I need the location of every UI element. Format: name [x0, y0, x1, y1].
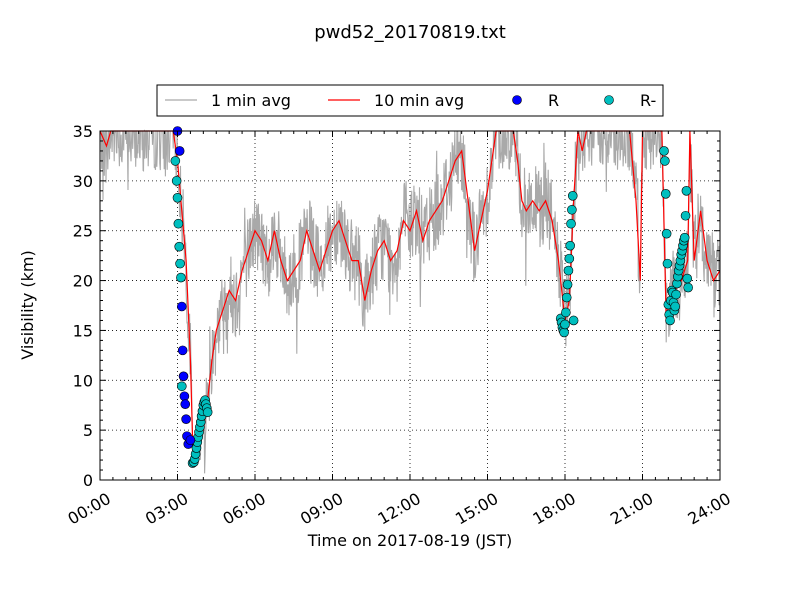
axis-ticks [99, 130, 721, 481]
marker-R-minus [173, 218, 184, 229]
marker-R-minus [561, 307, 571, 318]
marker-R-minus [661, 228, 672, 239]
x-tick-label: 18:00 [530, 489, 579, 529]
y-axis-label: Visibility (km) [18, 250, 37, 359]
legend-marker-R-minus [604, 95, 614, 105]
marker-R-minus [560, 319, 570, 330]
x-tick-label: 21:00 [607, 489, 656, 529]
marker-R-minus [679, 232, 690, 243]
marker-R-minus [177, 381, 187, 392]
marker-R-minus [662, 258, 673, 269]
marker-R-minus [202, 407, 213, 417]
marker-R [174, 146, 185, 156]
series-1min-avg [100, 129, 721, 474]
marker-R-minus [682, 273, 693, 284]
x-tick-label: 15:00 [452, 489, 501, 529]
marker-R-minus [175, 258, 185, 269]
y-tick-label: 5 [83, 421, 93, 440]
marker-R-minus [171, 176, 182, 186]
series-line-1min-avg [100, 129, 721, 474]
marker-R-minus [567, 191, 578, 201]
legend-label-R-minus: R- [640, 91, 656, 110]
marker-R-minus [567, 204, 577, 215]
x-tick-label: 24:00 [685, 489, 734, 529]
marker-R-minus [680, 210, 691, 221]
x-tick-label: 06:00 [220, 489, 269, 529]
marker-R-minus [660, 189, 671, 199]
marker-R-minus [681, 186, 692, 196]
y-tick-label: 30 [73, 172, 93, 191]
rain-markers [170, 126, 693, 468]
chart-title: pwd52_20170819.txt [314, 22, 506, 43]
marker-R-minus [566, 218, 576, 229]
x-tick-label: 03:00 [142, 489, 191, 529]
marker-R [178, 371, 189, 382]
marker-R [185, 435, 196, 445]
x-tick-labels: 00:00 03:00 06:00 09:00 12:00 15:00 18:00 21:00… [65, 489, 734, 529]
marker-R [177, 345, 188, 356]
y-tick-label: 10 [73, 371, 93, 390]
marker-R-minus [562, 279, 573, 290]
y-tick-labels: 0 5 10 15 20 25 30 35 [73, 122, 93, 490]
legend-label-1min: 1 min avg [211, 91, 291, 110]
marker-R [179, 391, 190, 402]
legend-label-10min: 10 min avg [374, 91, 464, 110]
marker-R-minus [660, 156, 670, 166]
marker-R-minus [559, 327, 569, 338]
marker-R-minus [174, 241, 185, 252]
marker-R [181, 414, 191, 424]
x-tick-label: 00:00 [65, 489, 114, 529]
marker-R-minus [565, 240, 575, 251]
x-tick-label: 12:00 [375, 489, 424, 529]
grid [99, 130, 721, 481]
marker-R-minus [670, 301, 681, 312]
x-axis-label: Time on 2017-08-19 (JST) [307, 531, 512, 550]
legend-box [156, 84, 664, 117]
marker-R-minus [568, 315, 579, 326]
y-tick-label: 35 [73, 122, 93, 141]
marker-R-minus [176, 272, 186, 283]
marker-R [177, 301, 187, 312]
marker-R-minus [671, 289, 681, 300]
x-tick-label: 09:00 [297, 489, 346, 529]
marker-R [180, 399, 191, 410]
marker-R-minus [563, 265, 574, 276]
marker-R-minus [170, 156, 181, 166]
marker-R-minus [564, 253, 575, 264]
y-tick-label: 15 [73, 321, 93, 340]
marker-R-minus [683, 282, 693, 293]
y-tick-label: 20 [73, 272, 93, 291]
marker-R-minus [665, 315, 675, 326]
marker-R-minus [659, 146, 669, 156]
y-tick-label: 25 [73, 222, 93, 241]
y-tick-label: 0 [83, 471, 93, 490]
marker-R-minus [172, 193, 183, 203]
legend-marker-R [512, 95, 522, 105]
legend: 1 min avg 10 min avg R R- [156, 84, 664, 117]
marker-R-minus [561, 292, 572, 303]
legend-label-R: R [548, 91, 559, 110]
